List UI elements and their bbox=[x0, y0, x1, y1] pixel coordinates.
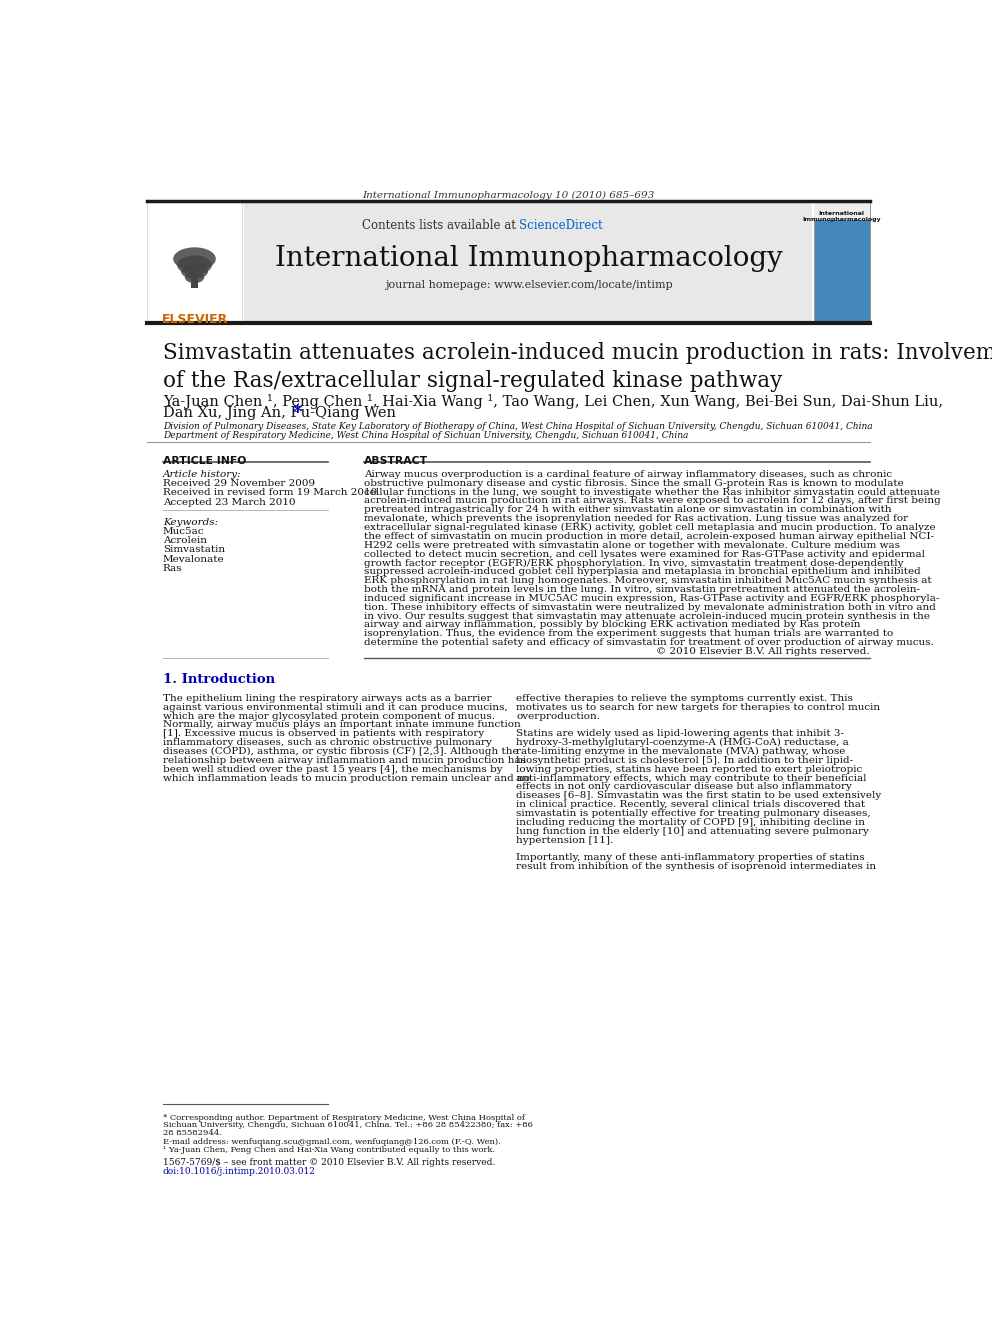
Text: Muc5ac: Muc5ac bbox=[163, 527, 204, 536]
Text: collected to detect mucin secretion, and cell lysates were examined for Ras-GTPa: collected to detect mucin secretion, and… bbox=[364, 549, 926, 558]
Text: ABSTRACT: ABSTRACT bbox=[364, 456, 429, 466]
Text: motivates us to search for new targets for therapies to control mucin: motivates us to search for new targets f… bbox=[516, 703, 880, 712]
Text: the effect of simvastatin on mucin production in more detail, acrolein-exposed h: the effect of simvastatin on mucin produ… bbox=[364, 532, 934, 541]
Text: * Corresponding author. Department of Respiratory Medicine, West China Hospital : * Corresponding author. Department of Re… bbox=[163, 1114, 525, 1122]
Text: relationship between airway inflammation and mucin production has: relationship between airway inflammation… bbox=[163, 755, 526, 765]
Text: diseases (COPD), asthma, or cystic fibrosis (CF) [2,3]. Although the: diseases (COPD), asthma, or cystic fibro… bbox=[163, 747, 519, 757]
Text: including reducing the mortality of COPD [9], inhibiting decline in: including reducing the mortality of COPD… bbox=[516, 818, 865, 827]
Text: Acrolein: Acrolein bbox=[163, 536, 206, 545]
Text: induced significant increase in MUC5AC mucin expression, Ras-GTPase activity and: induced significant increase in MUC5AC m… bbox=[364, 594, 939, 603]
Text: 1567-5769/$ – see front matter © 2010 Elsevier B.V. All rights reserved.: 1567-5769/$ – see front matter © 2010 El… bbox=[163, 1158, 495, 1167]
Text: ELSEVIER: ELSEVIER bbox=[162, 312, 227, 325]
Text: obstructive pulmonary disease and cystic fibrosis. Since the small G-protein Ras: obstructive pulmonary disease and cystic… bbox=[364, 479, 904, 488]
FancyBboxPatch shape bbox=[813, 201, 870, 221]
Text: © 2010 Elsevier B.V. All rights reserved.: © 2010 Elsevier B.V. All rights reserved… bbox=[656, 647, 870, 656]
Text: Normally, airway mucus plays an important innate immune function: Normally, airway mucus plays an importan… bbox=[163, 721, 521, 729]
Text: 1. Introduction: 1. Introduction bbox=[163, 673, 275, 687]
Text: airway and airway inflammation, possibly by blocking ERK activation mediated by : airway and airway inflammation, possibly… bbox=[364, 620, 861, 630]
Text: effective therapies to relieve the symptoms currently exist. This: effective therapies to relieve the sympt… bbox=[516, 693, 853, 703]
FancyBboxPatch shape bbox=[813, 201, 870, 321]
Text: International
Immunopharmacology: International Immunopharmacology bbox=[803, 212, 881, 222]
Text: Statins are widely used as lipid-lowering agents that inhibit 3-: Statins are widely used as lipid-lowerin… bbox=[516, 729, 844, 738]
Text: E-mail address: wenfuqiang.scu@gmail.com, wenfuqiang@126.com (F.-Q. Wen).: E-mail address: wenfuqiang.scu@gmail.com… bbox=[163, 1138, 501, 1146]
Text: hypertension [11].: hypertension [11]. bbox=[516, 836, 613, 844]
Text: Article history:: Article history: bbox=[163, 470, 241, 479]
Text: Dan Xu, Jing An, Fu-Qiang Wen: Dan Xu, Jing An, Fu-Qiang Wen bbox=[163, 406, 401, 419]
Text: ScienceDirect: ScienceDirect bbox=[519, 218, 603, 232]
Text: simvastatin is potentially effective for treating pulmonary diseases,: simvastatin is potentially effective for… bbox=[516, 810, 871, 818]
Text: ERK phosphorylation in rat lung homogenates. Moreover, simvastatin inhibited Muc: ERK phosphorylation in rat lung homogena… bbox=[364, 576, 931, 585]
Text: International Immunopharmacology 10 (2010) 685–693: International Immunopharmacology 10 (201… bbox=[362, 191, 655, 200]
Text: pretreated intragastrically for 24 h with either simvastatin alone or simvastati: pretreated intragastrically for 24 h wit… bbox=[364, 505, 892, 515]
Text: Contents lists available at: Contents lists available at bbox=[362, 218, 519, 232]
Text: International Immunopharmacology: International Immunopharmacology bbox=[275, 245, 783, 273]
FancyBboxPatch shape bbox=[244, 201, 812, 321]
Text: 28 85582944.: 28 85582944. bbox=[163, 1129, 222, 1136]
Text: doi:10.1016/j.intimp.2010.03.012: doi:10.1016/j.intimp.2010.03.012 bbox=[163, 1167, 315, 1176]
Text: [1]. Excessive mucus is observed in patients with respiratory: [1]. Excessive mucus is observed in pati… bbox=[163, 729, 484, 738]
Text: lung function in the elderly [10] and attenuating severe pulmonary: lung function in the elderly [10] and at… bbox=[516, 827, 869, 836]
Text: rate-limiting enzyme in the mevalonate (MVA) pathway, whose: rate-limiting enzyme in the mevalonate (… bbox=[516, 747, 845, 757]
Text: extracellular signal-regulated kinase (ERK) activity, goblet cell metaplasia and: extracellular signal-regulated kinase (E… bbox=[364, 523, 935, 532]
Text: Simvastatin attenuates acrolein-induced mucin production in rats: Involvement
of: Simvastatin attenuates acrolein-induced … bbox=[163, 343, 992, 392]
Text: in clinical practice. Recently, several clinical trials discovered that: in clinical practice. Recently, several … bbox=[516, 800, 865, 810]
Text: which are the major glycosylated protein component of mucus.: which are the major glycosylated protein… bbox=[163, 712, 495, 721]
Text: cellular functions in the lung, we sought to investigate whether the Ras inhibit: cellular functions in the lung, we sough… bbox=[364, 488, 940, 496]
Text: ARTICLE INFO: ARTICLE INFO bbox=[163, 456, 246, 466]
Text: Simvastatin: Simvastatin bbox=[163, 545, 225, 554]
Text: overproduction.: overproduction. bbox=[516, 712, 600, 721]
Text: Keywords:: Keywords: bbox=[163, 517, 218, 527]
Text: H292 cells were pretreated with simvastatin alone or together with mevalonate. C: H292 cells were pretreated with simvasta… bbox=[364, 541, 901, 549]
Ellipse shape bbox=[174, 247, 216, 270]
Text: Accepted 23 March 2010: Accepted 23 March 2010 bbox=[163, 497, 296, 507]
Text: acrolein-induced mucin production in rat airways. Rats were exposed to acrolein : acrolein-induced mucin production in rat… bbox=[364, 496, 941, 505]
Text: Airway mucus overproduction is a cardinal feature of airway inflammatory disease: Airway mucus overproduction is a cardina… bbox=[364, 470, 893, 479]
Text: biosynthetic product is cholesterol [5]. In addition to their lipid-: biosynthetic product is cholesterol [5].… bbox=[516, 755, 853, 765]
Text: The epithelium lining the respiratory airways acts as a barrier: The epithelium lining the respiratory ai… bbox=[163, 693, 491, 703]
Text: against various environmental stimuli and it can produce mucins,: against various environmental stimuli an… bbox=[163, 703, 508, 712]
Text: Received 29 November 2009: Received 29 November 2009 bbox=[163, 479, 314, 488]
Text: in vivo. Our results suggest that simvastatin may attenuate acrolein-induced muc: in vivo. Our results suggest that simvas… bbox=[364, 611, 930, 620]
Text: Ya-Juan Chen ¹, Peng Chen ¹, Hai-Xia Wang ¹, Tao Wang, Lei Chen, Xun Wang, Bei-B: Ya-Juan Chen ¹, Peng Chen ¹, Hai-Xia Wan… bbox=[163, 394, 942, 409]
Text: Division of Pulmonary Diseases, State Key Laboratory of Biotherapy of China, Wes: Division of Pulmonary Diseases, State Ke… bbox=[163, 422, 872, 431]
Text: anti-inflammatory effects, which may contribute to their beneficial: anti-inflammatory effects, which may con… bbox=[516, 774, 867, 783]
Text: effects in not only cardiovascular disease but also inflammatory: effects in not only cardiovascular disea… bbox=[516, 782, 852, 791]
Ellipse shape bbox=[178, 255, 212, 275]
Text: result from inhibition of the synthesis of isoprenoid intermediates in: result from inhibition of the synthesis … bbox=[516, 863, 876, 871]
Text: *: * bbox=[293, 404, 303, 422]
Text: Ras: Ras bbox=[163, 564, 183, 573]
Bar bbox=[191, 273, 197, 288]
Text: Received in revised form 19 March 2010: Received in revised form 19 March 2010 bbox=[163, 488, 377, 497]
Text: which inflammation leads to mucin production remain unclear and no: which inflammation leads to mucin produc… bbox=[163, 774, 530, 783]
Text: inflammatory diseases, such as chronic obstructive pulmonary: inflammatory diseases, such as chronic o… bbox=[163, 738, 492, 747]
Text: journal homepage: www.elsevier.com/locate/intimp: journal homepage: www.elsevier.com/locat… bbox=[385, 280, 673, 291]
Text: lowing properties, statins have been reported to exert pleiotropic: lowing properties, statins have been rep… bbox=[516, 765, 862, 774]
Ellipse shape bbox=[181, 263, 208, 279]
Text: isoprenylation. Thus, the evidence from the experiment suggests that human trial: isoprenylation. Thus, the evidence from … bbox=[364, 630, 894, 638]
Text: diseases [6–8]. Simvastatin was the first statin to be used extensively: diseases [6–8]. Simvastatin was the firs… bbox=[516, 791, 882, 800]
Text: been well studied over the past 15 years [4], the mechanisms by: been well studied over the past 15 years… bbox=[163, 765, 502, 774]
Text: suppressed acrolein-induced goblet cell hyperplasia and metaplasia in bronchial : suppressed acrolein-induced goblet cell … bbox=[364, 568, 921, 577]
Ellipse shape bbox=[185, 271, 204, 283]
Text: both the mRNA and protein levels in the lung. In vitro, simvastatin pretreatment: both the mRNA and protein levels in the … bbox=[364, 585, 921, 594]
Text: determine the potential safety and efficacy of simvastatin for treatment of over: determine the potential safety and effic… bbox=[364, 638, 934, 647]
Text: growth factor receptor (EGFR)/ERK phosphorylation. In vivo, simvastatin treatmen: growth factor receptor (EGFR)/ERK phosph… bbox=[364, 558, 904, 568]
Text: Department of Respiratory Medicine, West China Hospital of Sichuan University, C: Department of Respiratory Medicine, West… bbox=[163, 431, 688, 441]
Text: mevalonate, which prevents the isoprenylation needed for Ras activation. Lung ti: mevalonate, which prevents the isoprenyl… bbox=[364, 515, 909, 523]
Text: Mevalonate: Mevalonate bbox=[163, 554, 224, 564]
Text: Sichuan University, Chengdu, Sichuan 610041, China. Tel.: +86 28 85422380; fax: : Sichuan University, Chengdu, Sichuan 610… bbox=[163, 1122, 533, 1130]
Text: ¹ Ya-Juan Chen, Peng Chen and Hai-Xia Wang contributed equally to this work.: ¹ Ya-Juan Chen, Peng Chen and Hai-Xia Wa… bbox=[163, 1146, 495, 1154]
Text: Importantly, many of these anti-inflammatory properties of statins: Importantly, many of these anti-inflamma… bbox=[516, 853, 865, 863]
FancyBboxPatch shape bbox=[147, 201, 242, 321]
Text: tion. These inhibitory effects of simvastatin were neutralized by mevalonate adm: tion. These inhibitory effects of simvas… bbox=[364, 603, 936, 611]
Text: hydroxy-3-methylglutaryl-coenzyme-A (HMG-CoA) reductase, a: hydroxy-3-methylglutaryl-coenzyme-A (HMG… bbox=[516, 738, 849, 747]
